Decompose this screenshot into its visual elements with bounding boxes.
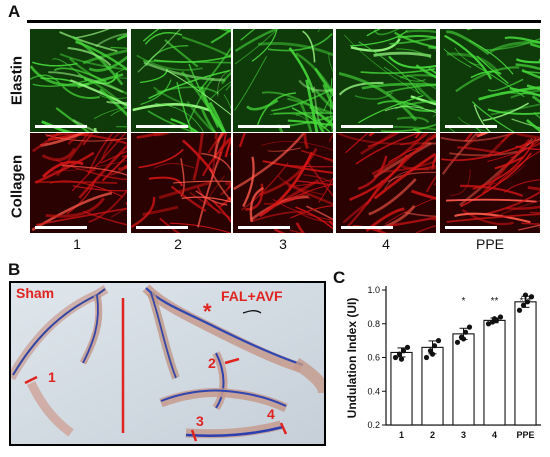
bar-3 (452, 333, 475, 426)
sham-label: Sham (16, 285, 55, 301)
segment-label-4: 4 (267, 406, 275, 422)
data-point (435, 338, 442, 344)
scale-bar (35, 226, 87, 229)
scale-bar (341, 125, 393, 128)
bar-4 (483, 319, 506, 426)
segment-label-1: 1 (48, 369, 56, 385)
column-label-2: 2 (174, 236, 182, 252)
y-tick-label: 0.4 (367, 386, 380, 396)
collagen-micrograph-3 (233, 133, 333, 233)
x-tick-label: 1 (399, 430, 404, 440)
x-tick-label: PPE (516, 430, 534, 440)
asterisk-marker: * (203, 299, 212, 324)
data-point (528, 294, 535, 300)
x-tick-label: 3 (461, 430, 466, 440)
panel-a-top-line (27, 20, 541, 23)
significance-marker: *** (520, 296, 532, 307)
segment-label-2: 2 (208, 355, 216, 371)
scale-bar (238, 226, 290, 229)
scale-bar (238, 125, 290, 128)
collagen-micrograph-2 (131, 133, 231, 233)
y-tick-label: 0.2 (367, 420, 380, 430)
elastin-micrograph-5 (440, 29, 540, 132)
collagen-micrograph-1 (30, 133, 127, 233)
data-point (423, 354, 430, 361)
data-point (392, 354, 399, 361)
data-point (485, 321, 492, 327)
data-point (491, 316, 498, 322)
data-point (396, 351, 403, 357)
row-label-collagen: Collagen (8, 154, 26, 219)
bar-PPE (514, 301, 537, 426)
data-point (524, 299, 531, 305)
scale-bar (136, 226, 188, 229)
y-tick-label: 0.6 (367, 353, 380, 363)
data-point (462, 329, 469, 335)
column-label-3: 3 (279, 236, 287, 252)
data-point (404, 344, 411, 350)
x-tick-label: 4 (492, 430, 497, 440)
undulation-index-chart: Undulation Index (UI) 0.2 0.4 0.6 0.8 1.0 1 2 3… (345, 285, 541, 440)
scale-bar (445, 125, 497, 128)
column-label-1: 1 (73, 236, 81, 252)
data-point (460, 336, 467, 342)
y-axis-label: Undulation Index (UI) (345, 298, 359, 419)
data-point (454, 339, 461, 345)
panel-a-letter: A (8, 2, 21, 21)
bar-1 (390, 351, 413, 426)
scale-bar (136, 125, 188, 128)
data-point (497, 314, 504, 320)
significance-marker: ** (491, 296, 499, 307)
elastin-micrograph-1 (30, 29, 127, 132)
segment-label-3: 3 (196, 413, 204, 429)
data-point (520, 302, 527, 308)
y-tick-label: 1.0 (367, 285, 380, 295)
x-tick-label: 2 (430, 430, 435, 440)
elastin-micrograph-2 (131, 29, 231, 132)
data-point (400, 348, 407, 354)
scale-bar (35, 125, 87, 128)
scale-bar (445, 226, 497, 229)
column-label-ppe: PPE (475, 236, 504, 252)
data-point (429, 351, 436, 357)
data-point (466, 324, 473, 330)
vessel-photo (9, 281, 326, 446)
elastin-micrograph-3 (233, 29, 333, 132)
scale-bar (341, 226, 393, 229)
y-tick-label: 0.8 (367, 319, 380, 329)
row-label-elastin: Elastin (8, 55, 26, 106)
column-label-4: 4 (382, 236, 390, 252)
data-point (522, 292, 529, 298)
panel-b-letter: B (8, 260, 21, 279)
elastin-micrograph-4 (336, 29, 436, 132)
data-point (431, 343, 438, 349)
data-point (516, 307, 523, 313)
panel-c-letter: C (333, 268, 346, 287)
treatment-label: FAL+AVF (221, 288, 283, 304)
collagen-micrograph-4 (336, 133, 436, 233)
collagen-micrograph-5 (440, 133, 540, 233)
significance-marker: * (462, 296, 466, 307)
data-point (398, 356, 405, 362)
